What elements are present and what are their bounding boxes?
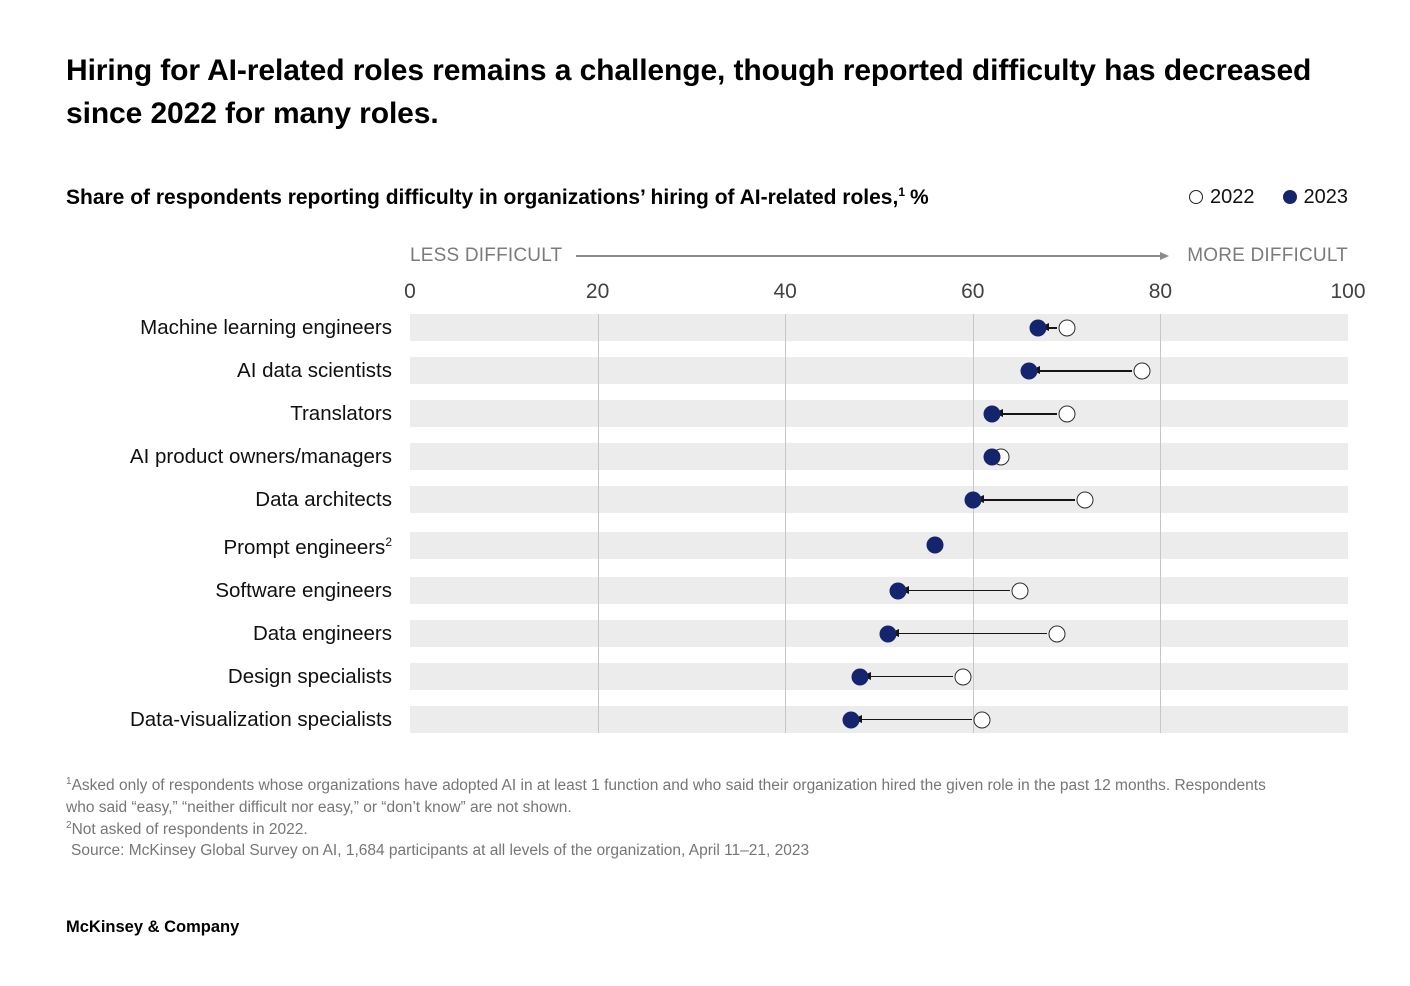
footnote-1-marker: 1: [66, 776, 72, 788]
subtitle-row: Share of respondents reporting difficult…: [66, 185, 1348, 210]
row-band: [410, 486, 1348, 514]
row-band: [410, 620, 1348, 648]
chart-row: Machine learning engineers: [66, 314, 1348, 342]
filled-circle-icon: [1282, 190, 1297, 205]
row-band: [410, 443, 1348, 471]
chart-subtitle: Share of respondents reporting difficult…: [66, 185, 929, 210]
row-band: [410, 314, 1348, 342]
dot-2022: [1058, 405, 1076, 423]
dumbbell-chart: LESS DIFFICULT MORE DIFFICULT 0 20 40 60 80 1…: [66, 244, 1366, 734]
dot-2022: [973, 711, 991, 729]
footnote-1-text: Asked only of respondents whose organiza…: [66, 777, 1266, 816]
change-arrow: [862, 672, 954, 680]
chart-row: Translators: [66, 400, 1348, 428]
row-label: Data-visualization specialists: [129, 708, 392, 732]
dot-2022: [1011, 582, 1029, 600]
row-band: [410, 577, 1348, 605]
row-label: Data architects: [255, 488, 392, 512]
chart-row: AI product owners/managers: [66, 443, 1348, 471]
dot-2023: [983, 405, 1001, 423]
row-label-footnote-marker: 2: [385, 535, 392, 550]
dot-2022: [1058, 319, 1076, 337]
footnote-2-marker: 2: [66, 819, 72, 831]
row-label: Data engineers: [252, 622, 392, 646]
dot-2023: [1020, 362, 1038, 380]
dot-2023: [842, 711, 860, 729]
dot-2023: [964, 491, 982, 509]
legend-item-2023: 2023: [1282, 185, 1349, 209]
footnote-2: 2Not asked of respondents in 2022.: [66, 819, 1271, 841]
footnotes: 1Asked only of respondents whose organiz…: [66, 775, 1271, 862]
dot-2022: [954, 668, 972, 686]
chart-row: Data architects: [66, 486, 1348, 514]
chart-row: Design specialists: [66, 663, 1348, 691]
axis-direction-arrow-icon: [576, 252, 1170, 259]
row-label: Prompt engineers2: [223, 535, 393, 560]
footnote-1: 1Asked only of respondents whose organiz…: [66, 775, 1271, 819]
change-arrow: [899, 586, 1010, 594]
chart-row: Software engineers: [66, 577, 1348, 605]
x-tick-label: 100: [1330, 280, 1366, 304]
subtitle-footnote-marker: 1: [898, 185, 905, 200]
legend-item-2022: 2022: [1189, 186, 1255, 209]
row-label: Translators: [290, 402, 392, 426]
dot-2023: [879, 625, 897, 643]
row-label: AI data scientists: [237, 359, 392, 383]
row-band: [410, 663, 1348, 691]
dot-2023: [926, 536, 944, 554]
x-tick-label: 40: [773, 280, 797, 304]
row-band: [410, 531, 1348, 559]
x-axis-tick-labels: 0 20 40 60 80 100: [404, 280, 1365, 306]
row-band: [410, 357, 1348, 385]
axis-less-label: LESS DIFFICULT: [410, 245, 563, 267]
dot-2023: [851, 668, 869, 686]
legend-label-2023: 2023: [1303, 185, 1349, 208]
row-label: Machine learning engineers: [140, 316, 392, 340]
legend-label-2022: 2022: [1210, 185, 1255, 208]
dot-2022: [1048, 625, 1066, 643]
change-arrow: [993, 409, 1057, 417]
axis-direction-header: LESS DIFFICULT MORE DIFFICULT: [410, 244, 1348, 268]
change-arrow: [890, 629, 1048, 637]
open-circle-icon: [1189, 190, 1203, 205]
chart-legend: 2022 2023: [1189, 186, 1348, 209]
axis-more-label: MORE DIFFICULT: [1187, 245, 1348, 267]
row-label: Design specialists: [227, 665, 392, 689]
row-band: [410, 400, 1348, 428]
dot-2022: [1133, 362, 1151, 380]
change-arrow: [1040, 323, 1057, 331]
chart-row: AI data scientists: [66, 357, 1348, 385]
source-text: Source: McKinsey Global Survey on AI, 1,…: [71, 842, 810, 860]
chart-rows: Machine learning engineers AI data scient…: [66, 314, 1348, 734]
dot-2023: [889, 582, 907, 600]
chart-row: Data engineers: [66, 620, 1348, 648]
dot-2023: [983, 448, 1001, 466]
x-tick-label: 20: [585, 280, 610, 304]
subtitle-unit: %: [910, 186, 929, 210]
subtitle-text: Share of respondents reporting difficult…: [66, 186, 899, 210]
change-arrow: [974, 495, 1076, 503]
row-label: Software engineers: [215, 579, 392, 603]
page-title: Hiring for AI-related roles remains a ch…: [66, 54, 1312, 130]
x-tick-label: 60: [961, 280, 985, 304]
change-arrow: [1031, 366, 1132, 374]
row-band: [410, 706, 1348, 734]
chart-row: Prompt engineers2: [66, 529, 1348, 561]
x-tick-label: 80: [1148, 280, 1173, 304]
footnote-2-text: Not asked of respondents in 2022.: [71, 820, 308, 838]
plot-area: Machine learning engineers AI data scient…: [66, 314, 1348, 734]
row-label: AI product owners/managers: [129, 445, 392, 469]
company-wordmark: McKinsey & Company: [66, 918, 240, 937]
chart-row: Data-visualization specialists: [66, 706, 1348, 734]
dot-2023: [1029, 319, 1047, 337]
change-arrow: [852, 715, 973, 723]
x-tick-label: 0: [404, 280, 416, 304]
dot-2022: [1076, 491, 1094, 509]
source-line: Source: McKinsey Global Survey on AI, 1,…: [66, 840, 1271, 862]
